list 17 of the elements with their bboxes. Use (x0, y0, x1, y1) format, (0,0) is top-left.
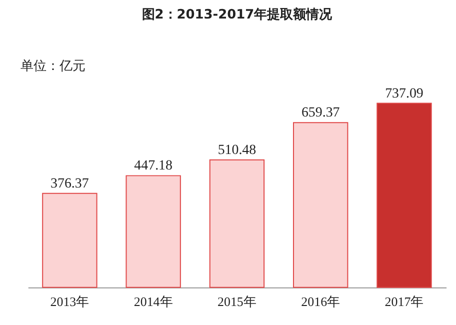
bar (209, 159, 265, 288)
data-label: 510.48 (218, 142, 256, 158)
bar (376, 102, 432, 288)
x-tick-label: 2013年 (50, 294, 90, 309)
bar (292, 122, 348, 288)
data-label: 447.18 (134, 158, 173, 174)
bar (126, 175, 181, 288)
x-tick-label: 2017年 (384, 294, 424, 309)
y-axis-title: 单位：亿元 (20, 58, 86, 74)
x-tick-label: 2015年 (218, 294, 256, 309)
data-label: 376.37 (50, 176, 89, 192)
chart-title: 图2：2013-2017年提取额情况 (142, 6, 334, 23)
bar (42, 192, 98, 288)
x-tick-label: 2014年 (134, 294, 173, 309)
data-label: 659.37 (301, 106, 340, 121)
data-label: 737.09 (385, 86, 424, 102)
x-tick-label: 2016年 (301, 294, 340, 309)
